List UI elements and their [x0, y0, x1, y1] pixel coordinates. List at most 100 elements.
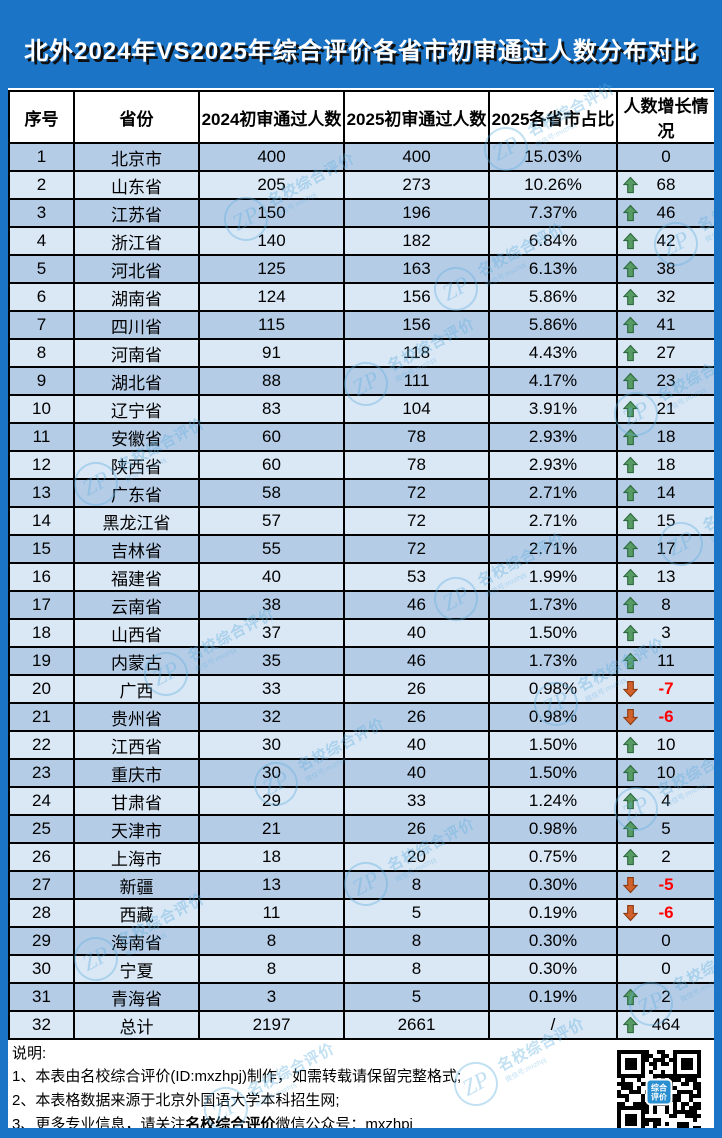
cell-growth: -6 — [616, 898, 714, 928]
cell-2024-passed: 58 — [198, 478, 345, 508]
growth-value: 10 — [656, 735, 676, 754]
cell-2025-passed: 118 — [343, 338, 490, 368]
qr-badge-text: 综合 — [651, 1083, 667, 1092]
cell-2024-passed: 88 — [198, 366, 345, 396]
cell-2024-passed: 30 — [198, 730, 345, 760]
cell-province: 吉林省 — [73, 534, 200, 564]
down-arrow-icon — [623, 876, 638, 894]
growth-value: 2 — [661, 987, 671, 1006]
cell-2024-passed: 35 — [198, 646, 345, 676]
cell-2025-passed: 46 — [343, 646, 490, 676]
cell-2025-share: 0.30% — [488, 926, 618, 956]
cell-growth: 14 — [616, 478, 714, 508]
growth-value: 15 — [656, 511, 676, 530]
cell-province: 广东省 — [73, 478, 200, 508]
up-arrow-icon — [623, 820, 638, 838]
cell-province: 江苏省 — [73, 198, 200, 228]
cell-2025-passed: 26 — [343, 674, 490, 704]
up-arrow-icon — [623, 316, 638, 334]
cell-2024-passed: 57 — [198, 506, 345, 536]
cell-2025-share: 2.93% — [488, 422, 618, 452]
cell-no: 10 — [8, 394, 75, 424]
table-row: 31 青海省 3 5 0.19% 2 — [8, 982, 714, 1012]
qr-center-logo: 综合 评价 — [645, 1078, 673, 1106]
header-province: 省份 — [73, 90, 200, 144]
cell-growth: 4 — [616, 786, 714, 816]
cell-growth: 0 — [616, 142, 714, 172]
page-title: 北外2024年VS2025年综合评价各省市初审通过人数分布对比 — [24, 37, 698, 65]
cell-2025-share: 0.30% — [488, 954, 618, 984]
cell-2025-passed: 40 — [343, 730, 490, 760]
cell-2025-share: 0.19% — [488, 982, 618, 1012]
up-arrow-icon — [623, 288, 638, 306]
cell-province: 内蒙古 — [73, 646, 200, 676]
growth-value: 0 — [661, 931, 671, 950]
cell-province: 河北省 — [73, 254, 200, 284]
up-arrow-icon — [623, 484, 638, 502]
up-arrow-icon — [623, 1016, 638, 1034]
cell-2025-passed: 273 — [343, 170, 490, 200]
table-row: 21 贵州省 32 26 0.98% -6 — [8, 702, 714, 732]
cell-2024-passed: 55 — [198, 534, 345, 564]
table-row: 23 重庆市 30 40 1.50% 10 — [8, 758, 714, 788]
cell-growth: 18 — [616, 422, 714, 452]
cell-2024-passed: 83 — [198, 394, 345, 424]
up-arrow-icon — [623, 344, 638, 362]
table-row: 27 新疆 13 8 0.30% -5 — [8, 870, 714, 900]
cell-2025-share: 2.71% — [488, 506, 618, 536]
up-arrow-icon — [623, 372, 638, 390]
cell-2025-passed: 26 — [343, 814, 490, 844]
cell-no: 3 — [8, 198, 75, 228]
down-arrow-icon — [623, 708, 638, 726]
growth-value: 41 — [656, 315, 676, 334]
cell-2024-passed: 11 — [198, 898, 345, 928]
cell-province: 总计 — [73, 1010, 200, 1040]
cell-growth: -7 — [616, 674, 714, 704]
cell-2025-passed: 72 — [343, 506, 490, 536]
cell-2025-passed: 53 — [343, 562, 490, 592]
cell-2025-passed: 46 — [343, 590, 490, 620]
cell-2025-share: 0.75% — [488, 842, 618, 872]
table-row: 29 海南省 8 8 0.30% 0 — [8, 926, 714, 956]
cell-growth: 2 — [616, 982, 714, 1012]
cell-2025-passed: 196 — [343, 198, 490, 228]
growth-value: 18 — [656, 427, 676, 446]
cell-2024-passed: 21 — [198, 814, 345, 844]
cell-2025-share: 0.30% — [488, 870, 618, 900]
cell-growth: 41 — [616, 310, 714, 340]
header-2025-share: 2025各省市占比 — [488, 90, 618, 144]
growth-value: 10 — [656, 763, 676, 782]
cell-growth: 10 — [616, 758, 714, 788]
table-row: 13 广东省 58 72 2.71% 14 — [8, 478, 714, 508]
table-row: 17 云南省 38 46 1.73% 8 — [8, 590, 714, 620]
up-arrow-icon — [623, 848, 638, 866]
cell-no: 4 — [8, 226, 75, 256]
cell-growth: 27 — [616, 338, 714, 368]
table-row: 5 河北省 125 163 6.13% 38 — [8, 254, 714, 284]
cell-2025-share: 6.13% — [488, 254, 618, 284]
cell-2025-passed: 40 — [343, 758, 490, 788]
cell-no: 27 — [8, 870, 75, 900]
cell-no: 29 — [8, 926, 75, 956]
cell-2024-passed: 150 — [198, 198, 345, 228]
cell-growth: 13 — [616, 562, 714, 592]
cell-no: 1 — [8, 142, 75, 172]
cell-growth: 18 — [616, 450, 714, 480]
cell-2024-passed: 40 — [198, 562, 345, 592]
cell-2025-passed: 104 — [343, 394, 490, 424]
growth-value: 18 — [656, 455, 676, 474]
cell-2025-share: 1.24% — [488, 786, 618, 816]
growth-value: 13 — [656, 567, 676, 586]
growth-value: 3 — [661, 623, 671, 642]
cell-2024-passed: 91 — [198, 338, 345, 368]
cell-2025-share: 1.99% — [488, 562, 618, 592]
cell-2025-share: 1.50% — [488, 618, 618, 648]
cell-growth: 42 — [616, 226, 714, 256]
growth-value: 68 — [656, 175, 676, 194]
cell-province: 北京市 — [73, 142, 200, 172]
cell-2024-passed: 400 — [198, 142, 345, 172]
cell-growth: 32 — [616, 282, 714, 312]
cell-no: 14 — [8, 506, 75, 536]
cell-growth: 3 — [616, 618, 714, 648]
cell-no: 15 — [8, 534, 75, 564]
